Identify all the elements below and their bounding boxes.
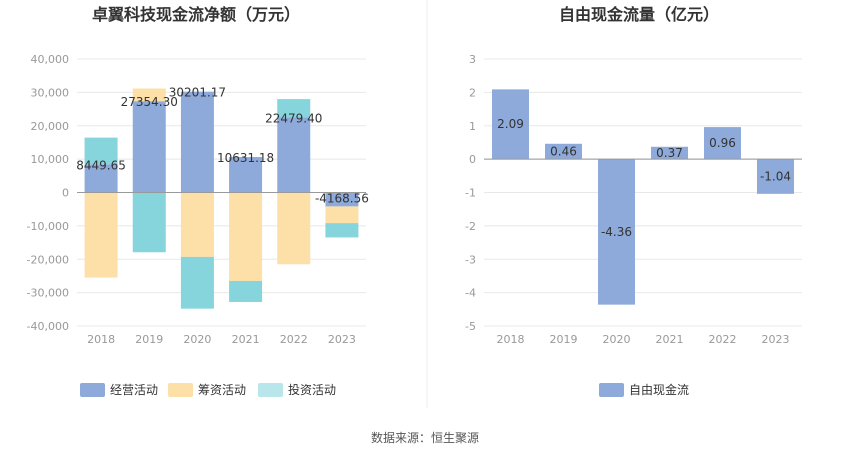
right-x-tick-label: 2023 <box>762 333 790 346</box>
right-bar-2023[interactable] <box>757 159 794 194</box>
left-data-label: 8449.65 <box>76 158 126 172</box>
right-legend-swatch[interactable] <box>599 383 624 397</box>
left-x-tick-label: 2019 <box>135 333 163 346</box>
right-y-tick-label: 0 <box>469 153 476 166</box>
left-bar-2020-s0[interactable] <box>180 91 214 193</box>
left-y-tick-label: -40,000 <box>27 320 69 333</box>
right-y-tick-label: 2 <box>469 86 476 99</box>
left-bar-2020-s2[interactable] <box>180 256 214 309</box>
left-y-tick-label: 0 <box>62 187 69 200</box>
left-bar-2023-s2[interactable] <box>325 223 359 238</box>
right-x-tick-label: 2019 <box>550 333 578 346</box>
left-x-tick-label: 2022 <box>280 333 308 346</box>
right-bar-2021[interactable] <box>651 146 688 160</box>
left-y-tick-label: 10,000 <box>31 153 70 166</box>
left-y-tick-label: 30,000 <box>31 86 70 99</box>
left-bar-2019-s0[interactable] <box>132 101 166 193</box>
right-y-tick-label: -1 <box>465 187 476 200</box>
right-data-label: 2.09 <box>497 117 524 131</box>
right-data-label: 0.37 <box>656 146 683 160</box>
left-data-label: 10631.18 <box>217 151 274 165</box>
left-chart-title: 卓翼科技现金流净额（万元） <box>92 5 300 24</box>
left-data-label: -4168.56 <box>315 192 369 206</box>
left-bar-2022-s1[interactable] <box>277 192 311 265</box>
left-bar-2022-s0[interactable] <box>277 117 311 193</box>
right-y-tick-label: -2 <box>465 220 476 233</box>
source-note: 数据来源：恒生聚源 <box>371 430 479 445</box>
left-bar-2021-s1[interactable] <box>229 192 263 281</box>
right-x-tick-label: 2022 <box>709 333 737 346</box>
right-data-label: 0.46 <box>550 144 577 158</box>
left-x-tick-label: 2020 <box>183 333 211 346</box>
left-legend-swatch[interactable] <box>168 383 193 397</box>
right-data-label: -4.36 <box>601 225 632 239</box>
right-chart-title: 自由现金流量（亿元） <box>559 5 719 24</box>
left-legend-swatch[interactable] <box>80 383 105 397</box>
right-bar-2020[interactable] <box>598 159 635 305</box>
left-data-label: 22479.40 <box>265 111 322 125</box>
left-chart: 40,000 30,000 20,000 10,000 0 -10,000 -20,000 -… <box>27 53 369 397</box>
left-bar-2020-s1[interactable] <box>180 192 214 257</box>
right-y-tick-label: -3 <box>465 253 476 266</box>
right-data-label: 0.96 <box>709 136 736 150</box>
right-chart: 3 2 1 0 -1 -2 -3 -4 -5 2018 2019 2020 2021 2022 2023 2.… <box>465 53 802 397</box>
right-y-tick-label: -5 <box>465 320 476 333</box>
right-bar-2019[interactable] <box>545 143 582 160</box>
left-x-tick-label: 2021 <box>232 333 260 346</box>
left-y-tick-label: -20,000 <box>27 253 69 266</box>
left-bar-2019-s2[interactable] <box>132 192 166 253</box>
right-x-tick-label: 2020 <box>603 333 631 346</box>
right-x-tick-label: 2018 <box>497 333 525 346</box>
left-bar-2023-s0[interactable] <box>325 192 359 207</box>
right-y-tick-label: 3 <box>469 53 476 66</box>
left-bar-2022-s2[interactable] <box>277 99 311 118</box>
left-legend-label[interactable]: 筹资活动 <box>198 383 246 397</box>
left-data-label: 30201.17 <box>169 86 226 100</box>
left-bar-2018-s1[interactable] <box>84 192 118 278</box>
right-y-tick-label: 1 <box>469 120 476 133</box>
left-data-label: 27354.30 <box>121 95 178 109</box>
right-x-tick-label: 2021 <box>656 333 684 346</box>
right-y-tick-label: -4 <box>465 287 476 300</box>
left-bar-2021-s2[interactable] <box>229 280 263 302</box>
left-legend-swatch[interactable] <box>258 383 283 397</box>
right-bar-2018[interactable] <box>492 89 529 160</box>
left-legend-label[interactable]: 经营活动 <box>110 383 158 397</box>
left-bar-2018-s2[interactable] <box>84 137 118 165</box>
left-y-tick-label: -10,000 <box>27 220 69 233</box>
right-legend-label[interactable]: 自由现金流 <box>629 382 689 397</box>
left-bar-2021-s0[interactable] <box>229 157 263 193</box>
left-x-tick-label: 2023 <box>328 333 356 346</box>
left-x-tick-label: 2018 <box>87 333 115 346</box>
left-bar-2023-s1[interactable] <box>325 206 359 224</box>
left-legend-label[interactable]: 投资活动 <box>288 382 336 397</box>
left-y-tick-label: 20,000 <box>31 120 70 133</box>
right-bar-2022[interactable] <box>704 127 741 160</box>
left-y-tick-label: -30,000 <box>27 287 69 300</box>
left-bar-2018-s0[interactable] <box>84 164 118 193</box>
left-bar-2019-s1[interactable] <box>132 88 166 102</box>
left-y-tick-label: 40,000 <box>31 53 70 66</box>
right-data-label: -1.04 <box>760 169 791 183</box>
